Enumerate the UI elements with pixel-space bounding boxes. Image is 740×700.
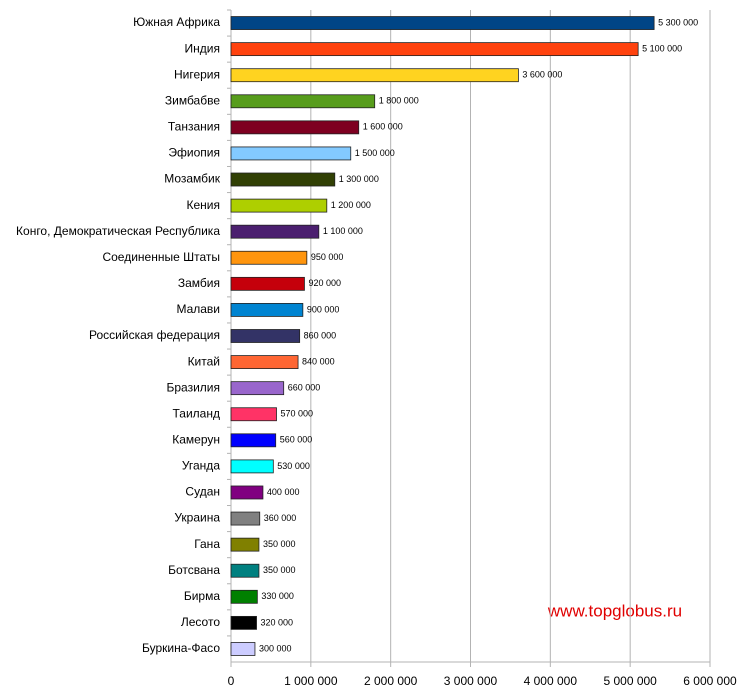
y-tick-label: Кения [187, 198, 221, 212]
bar [230, 68, 519, 83]
value-label: 570 000 [281, 409, 314, 419]
bar [230, 94, 376, 109]
x-tick-label: 5 000 000 [603, 674, 657, 688]
y-tick-label: Лесото [181, 615, 220, 629]
bar [230, 303, 304, 317]
y-tick-label: Танзания [168, 120, 220, 134]
bar [230, 329, 301, 343]
value-label: 920 000 [308, 278, 341, 288]
bar [230, 433, 277, 448]
y-tick-label: Бирма [184, 589, 221, 603]
y-tick-label: Мозамбик [164, 172, 221, 186]
bar [230, 276, 305, 291]
y-tick-label: Соединенные Штаты [102, 250, 220, 264]
value-label: 360 000 [264, 513, 297, 523]
value-label: 1 800 000 [379, 96, 419, 106]
value-label: 660 000 [288, 383, 321, 393]
bar [230, 355, 299, 369]
x-tick-label: 2 000 000 [364, 674, 418, 688]
bar [230, 589, 258, 604]
y-tick-label: Малави [176, 302, 220, 316]
bar [230, 172, 336, 187]
bar [230, 120, 360, 135]
bar [230, 42, 639, 57]
value-label: 1 500 000 [355, 148, 395, 158]
bar [230, 198, 328, 213]
bar [230, 537, 260, 552]
y-tick-label: Уганда [182, 459, 221, 473]
value-label: 860 000 [304, 330, 337, 340]
value-label: 900 000 [307, 304, 340, 314]
bar [230, 485, 264, 500]
bar [230, 459, 274, 474]
bar [230, 615, 257, 630]
y-tick-label: Гана [194, 537, 220, 551]
value-label: 330 000 [261, 591, 294, 601]
value-label: 950 000 [311, 252, 344, 262]
y-tick-label: Бразилия [167, 380, 221, 394]
value-label: 530 000 [277, 461, 310, 471]
bar [230, 381, 285, 396]
y-tick-label: Таиланд [173, 406, 220, 420]
value-label: 840 000 [302, 356, 335, 366]
value-label: 1 100 000 [323, 226, 363, 236]
value-label: 350 000 [263, 565, 296, 575]
value-label: 5 100 000 [642, 43, 682, 53]
y-tick-label: Зимбабве [165, 93, 220, 107]
bar [230, 16, 655, 30]
value-label: 560 000 [280, 435, 313, 445]
x-tick-label: 3 000 000 [444, 674, 498, 688]
x-tick-label: 1 000 000 [284, 674, 338, 688]
y-tick-label: Российская федерация [89, 328, 220, 342]
value-label: 320 000 [261, 617, 294, 627]
value-label: 350 000 [263, 539, 296, 549]
value-label: 3 600 000 [522, 70, 562, 80]
value-label: 1 600 000 [363, 122, 403, 132]
value-label: 1 200 000 [331, 200, 371, 210]
bar [230, 407, 277, 422]
y-tick-label: Южная Африка [133, 15, 220, 29]
y-tick-label: Украина [174, 511, 220, 525]
bar [230, 511, 261, 526]
value-label: 300 000 [259, 643, 292, 653]
y-tick-label: Замбия [178, 276, 220, 290]
bar [230, 250, 308, 265]
bar [230, 642, 256, 656]
bar [230, 146, 352, 161]
bar [230, 563, 260, 578]
bar [230, 224, 320, 239]
y-tick-label: Нигерия [174, 67, 220, 81]
y-tick-label: Китай [188, 354, 220, 368]
y-tick-label: Индия [185, 41, 220, 55]
value-label: 1 300 000 [339, 174, 379, 184]
y-tick-label: Камерун [172, 432, 220, 446]
x-tick-label: 6 000 000 [683, 674, 737, 688]
value-label: 5 300 000 [658, 17, 698, 27]
y-tick-label: Конго, Демократическая Республика [16, 224, 220, 238]
y-tick-label: Судан [185, 485, 220, 499]
y-tick-label: Ботсвана [168, 563, 220, 577]
y-tick-label: Эфиопия [168, 146, 220, 160]
value-label: 400 000 [267, 487, 300, 497]
annotation: www.topglobus.ru [547, 601, 682, 620]
x-tick-label: 4 000 000 [524, 674, 578, 688]
y-tick-label: Буркина-Фасо [142, 641, 220, 655]
x-tick-label: 0 [228, 674, 235, 688]
